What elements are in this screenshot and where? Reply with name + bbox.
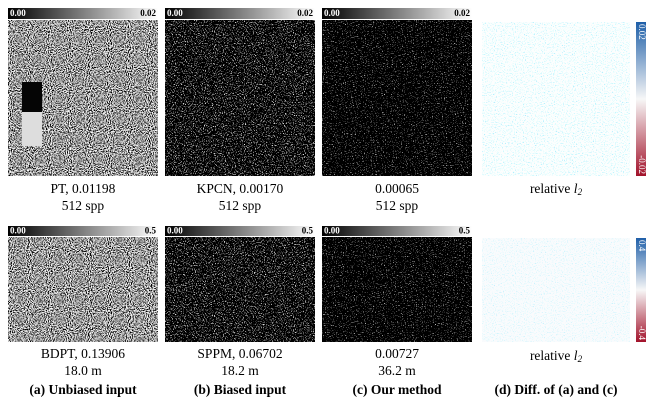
colorbar-min: 0.00 <box>10 8 26 18</box>
caption-detail: 512 spp <box>219 198 262 213</box>
colorbar-max: 0.02 <box>297 8 313 18</box>
caption: BDPT, 0.13906 <box>41 346 125 361</box>
diff-subscript: 2 <box>578 354 583 364</box>
colorbar-max: 0.5 <box>145 226 157 236</box>
panel-label: (c) Our method <box>353 382 442 397</box>
caption: 0.00727 <box>375 346 419 361</box>
colorbar-min: 0.00 <box>324 226 340 236</box>
image <box>8 237 158 342</box>
image <box>322 237 472 342</box>
diff-image <box>482 22 630 176</box>
colorbar <box>322 8 472 19</box>
colorbar-min: 0.00 <box>324 8 340 18</box>
panel-label: (b) Biased input <box>194 382 287 397</box>
caption: KPCN, 0.00170 <box>197 181 284 196</box>
caption-detail: 512 spp <box>62 198 105 213</box>
colorbar-max: 0.5 <box>459 226 471 236</box>
colorbar <box>165 8 315 19</box>
scale-max: 0.4 <box>637 240 647 252</box>
image <box>165 20 315 176</box>
panel-label: (a) Unbiased input <box>29 382 137 397</box>
scale-min: -0.4 <box>637 326 647 341</box>
scale-min: -0.02 <box>637 155 647 174</box>
colorbar-max: 0.02 <box>140 8 156 18</box>
caption: 0.00065 <box>375 181 419 196</box>
caption: PT, 0.01198 <box>51 181 116 196</box>
diff-subscript: 2 <box>578 187 583 197</box>
scale-bar <box>636 22 646 176</box>
scale-max: 0.02 <box>637 24 647 40</box>
panel-label: (d) Diff. of (a) and (c) <box>495 382 618 397</box>
figure: 0.00 0.02 PT, 0.01198 512 spp 0.00 0.02 KPCN, … <box>0 0 647 404</box>
diff-caption-text: relative <box>530 181 570 196</box>
colorbar <box>8 8 158 19</box>
image <box>322 20 472 176</box>
colorbar-max: 0.02 <box>454 8 470 18</box>
colorbar-min: 0.00 <box>167 8 183 18</box>
door-lit <box>22 112 42 146</box>
colorbar-min: 0.00 <box>10 226 26 236</box>
colorbar <box>322 226 472 236</box>
caption: SPPM, 0.06702 <box>197 346 282 361</box>
caption-detail: 512 spp <box>376 198 419 213</box>
caption-detail: 18.0 m <box>64 363 102 378</box>
diff-caption-text: relative <box>530 348 570 363</box>
colorbar <box>8 226 158 236</box>
colorbar <box>165 226 315 236</box>
diff-caption: relative l2 <box>530 181 583 197</box>
door <box>22 82 42 112</box>
diff-caption: relative l2 <box>530 348 583 364</box>
caption-detail: 36.2 m <box>378 363 416 378</box>
diff-image <box>482 238 630 342</box>
colorbar-max: 0.5 <box>302 226 314 236</box>
caption-detail: 18.2 m <box>221 363 259 378</box>
image <box>165 237 315 342</box>
colorbar-min: 0.00 <box>167 226 183 236</box>
